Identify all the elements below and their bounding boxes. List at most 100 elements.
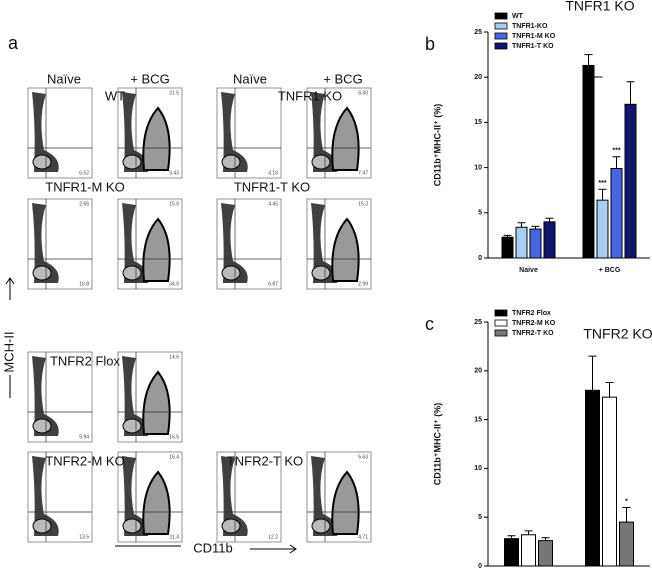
contour (311, 456, 338, 536)
bar (619, 521, 634, 567)
contour (32, 265, 52, 281)
quadrant-value: 4.16 (268, 170, 278, 176)
contour (32, 154, 52, 170)
bar (585, 389, 600, 567)
panel-title: TNFR2-M KO (45, 453, 124, 468)
y-tick-label: 10 (474, 465, 482, 472)
panel-label: a (8, 33, 19, 53)
quadrant-value: 15.4 (169, 454, 179, 460)
quadrant-value: 21.5 (169, 90, 179, 96)
significance: * (625, 498, 628, 505)
quadrant-value: 13.5 (79, 534, 89, 540)
x-axis-label: CD11b (193, 540, 233, 555)
quadrant-value: 12.2 (268, 534, 278, 540)
contour (311, 518, 331, 534)
contour (311, 203, 338, 283)
legend-label: TNFR2 Flox (512, 310, 551, 317)
contour (122, 518, 142, 534)
chart-title: TNFR2 KO (583, 326, 652, 342)
significance: *** (612, 148, 620, 155)
y-tick-label: 15 (474, 416, 482, 423)
contour (221, 518, 241, 534)
y-tick-label: 0 (478, 255, 482, 262)
quadrant-value: 15.8 (169, 201, 179, 207)
contour (221, 92, 248, 172)
legend-swatch (494, 32, 508, 40)
contour (142, 370, 171, 435)
x-tick-label: Naive (519, 267, 538, 274)
chart-title: TNFR1 KO (565, 0, 634, 14)
bar (515, 226, 528, 259)
quadrant-value: 6.52 (79, 170, 89, 176)
legend-label: TNFR1-T KO (512, 43, 554, 50)
quadrant-value: 6.30 (358, 90, 368, 96)
quadrant-value: 16.5 (169, 434, 179, 440)
y-axis-label: CD11b⁺MHC-II⁺ (%) (432, 403, 442, 486)
quadrant-value: 11.4 (170, 534, 180, 540)
legend-label: WT (512, 13, 524, 20)
contour (331, 470, 360, 535)
contour (32, 356, 59, 436)
bar (596, 199, 609, 259)
contour (221, 203, 248, 283)
bar (538, 540, 553, 567)
column-header: + BCG (130, 71, 169, 86)
legend-swatch (494, 12, 508, 20)
y-axis-label: MCH-II (1, 331, 16, 372)
quadrant-value: 4.71 (358, 534, 368, 540)
contour (122, 92, 149, 172)
y-tick-label: 20 (474, 368, 482, 375)
legend-label: TNFR2-M KO (512, 320, 556, 327)
contour (311, 265, 331, 281)
contour (142, 106, 171, 171)
quadrant-value: 7.47 (358, 170, 368, 176)
panel-title: TNFR2-T KO (227, 453, 303, 468)
x-tick-label: + BCG (599, 267, 621, 274)
quadrant-value: 16.8 (79, 281, 89, 287)
y-tick-label: 15 (474, 119, 482, 126)
panel-title: TNFR1-M KO (45, 179, 124, 194)
contour (32, 518, 52, 534)
contour (122, 356, 149, 436)
contour (122, 456, 149, 536)
y-tick-label: 10 (474, 164, 482, 171)
y-tick-label: 5 (478, 210, 482, 217)
contour (122, 265, 142, 281)
bar (582, 64, 595, 259)
panel-title: TNFR1-T KO (234, 179, 310, 194)
quadrant-value: 34.8 (169, 281, 179, 287)
quadrant-value: 5.63 (358, 454, 368, 460)
panel-label: c (425, 314, 434, 334)
quadrant-value: 9.43 (169, 170, 179, 176)
quadrant-value: 6.87 (268, 281, 278, 287)
contour (142, 470, 171, 535)
bar (602, 396, 617, 567)
y-tick-label: 5 (478, 514, 482, 521)
column-header: Naïve (47, 71, 81, 86)
quadrant-value: 2.99 (358, 281, 368, 287)
contour (142, 217, 171, 282)
column-header: + BCG (323, 71, 362, 86)
bar (501, 236, 514, 259)
contour (221, 265, 241, 281)
y-tick-label: 25 (474, 319, 482, 326)
contour (311, 92, 338, 172)
contour (311, 154, 331, 170)
quadrant-value: 15.3 (358, 201, 368, 207)
contour (32, 418, 52, 434)
contour (122, 203, 149, 283)
contour (122, 418, 142, 434)
legend-label: TNFR1-M KO (512, 33, 556, 40)
contour (32, 456, 59, 536)
contour (331, 106, 360, 171)
legend-swatch (494, 329, 508, 337)
y-tick-label: 20 (474, 74, 482, 81)
contour (221, 154, 241, 170)
column-header: Naïve (233, 71, 267, 86)
bar (610, 168, 623, 259)
y-axis-label: CD11b⁺MHC-II⁺ (%) (432, 104, 442, 187)
bar (504, 538, 519, 567)
bar (543, 221, 556, 259)
panel-label: b (425, 34, 435, 54)
quadrant-value: 4.45 (268, 201, 278, 207)
